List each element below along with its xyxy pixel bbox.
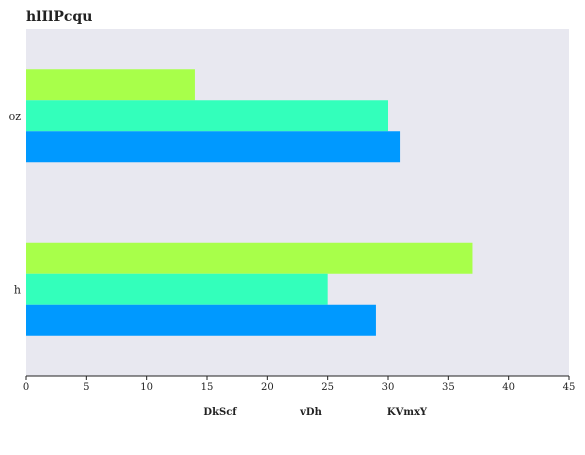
bar-h-DkScf bbox=[26, 304, 376, 336]
bar-oz-KVmxY bbox=[26, 69, 195, 101]
x-axis-ticks: 0 5 10 15 20 25 30 35 40 45 bbox=[23, 376, 576, 393]
chart-title: hlIlPcqu bbox=[26, 9, 92, 25]
x-tick-label: 10 bbox=[140, 382, 153, 393]
x-tick-label: 35 bbox=[442, 382, 455, 393]
bar-h-KVmxY bbox=[26, 242, 473, 274]
x-tick-label: 0 bbox=[23, 382, 29, 393]
legend-entry-KVmxY: KVmxY bbox=[387, 407, 428, 418]
bar-oz-DkScf bbox=[26, 131, 401, 163]
bars-group bbox=[26, 69, 473, 336]
x-tick-label: 30 bbox=[382, 382, 395, 393]
x-tick-label: 45 bbox=[563, 382, 576, 393]
x-tick-label: 20 bbox=[261, 382, 274, 393]
category-label-h: h bbox=[14, 283, 21, 296]
x-tick-label: 40 bbox=[502, 382, 515, 393]
bar-oz-vDh bbox=[26, 100, 388, 132]
category-label-oz: oz bbox=[9, 110, 22, 123]
bar-h-vDh bbox=[26, 273, 328, 305]
legend-entry-DkScf: DkScf bbox=[203, 407, 237, 418]
legend-entry-vDh: vDh bbox=[299, 407, 322, 418]
x-tick-label: 5 bbox=[83, 382, 89, 393]
category-labels: oz h bbox=[9, 110, 22, 297]
x-tick-label: 25 bbox=[321, 382, 334, 393]
legend: DkScf vDh KVmxY bbox=[203, 407, 428, 418]
x-tick-label: 15 bbox=[201, 382, 214, 393]
